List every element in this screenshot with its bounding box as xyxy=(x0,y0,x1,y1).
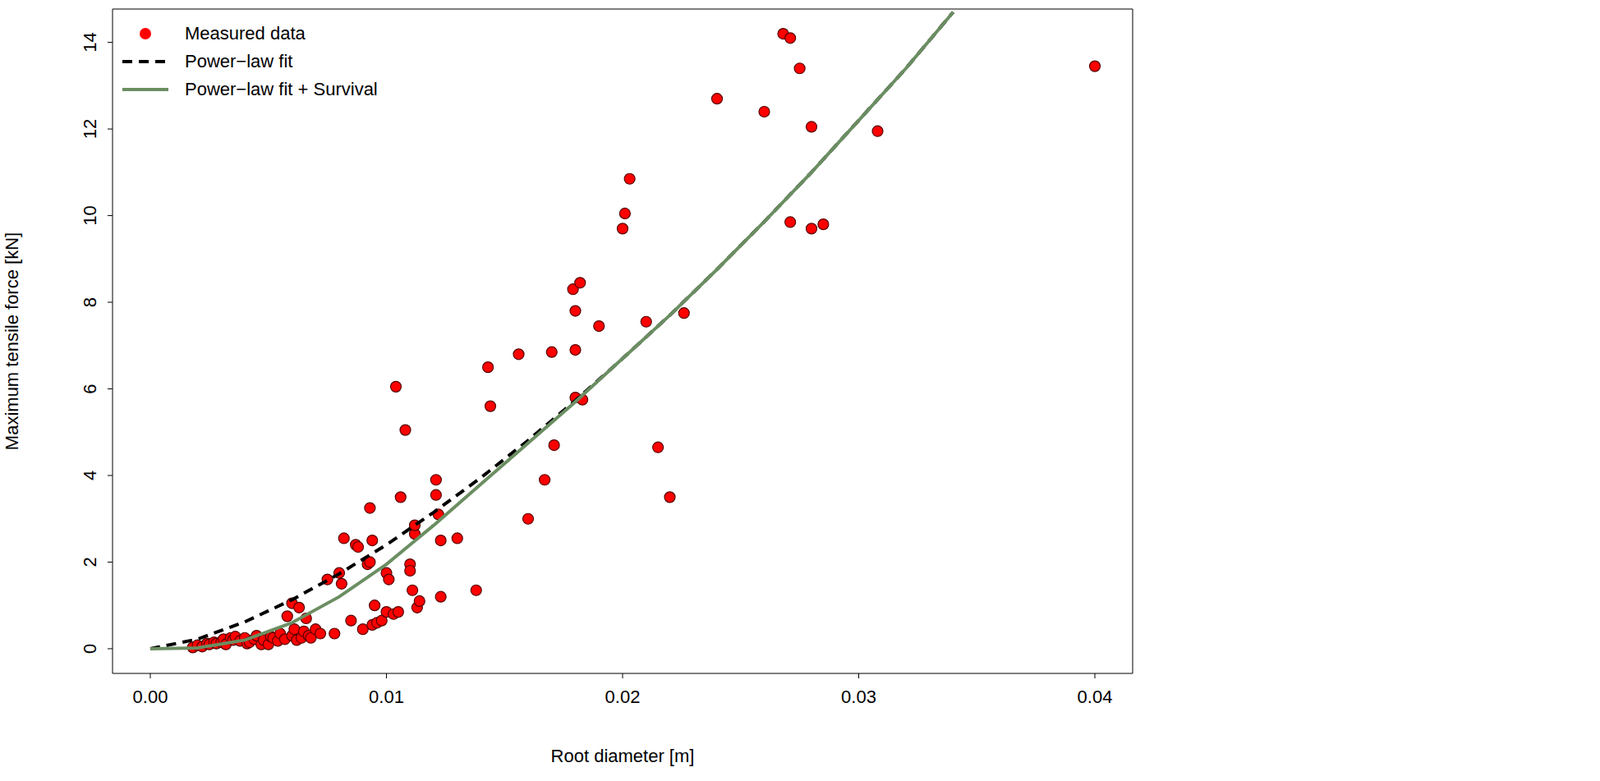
svg-text:Maximum tensile force [kN]: Maximum tensile force [kN] xyxy=(1,232,23,451)
svg-text:4: 4 xyxy=(79,470,101,481)
svg-text:0.02: 0.02 xyxy=(605,686,641,708)
svg-text:0.03: 0.03 xyxy=(841,686,877,708)
svg-text:0.04: 0.04 xyxy=(1077,686,1113,708)
svg-text:6: 6 xyxy=(79,383,101,394)
html-text:Measured data: Measured data xyxy=(184,22,306,44)
svg-text:14: 14 xyxy=(79,32,101,52)
html-text:Power−law fit + Survival: Power−law fit + Survival xyxy=(184,78,378,100)
svg-text:8: 8 xyxy=(79,297,101,308)
svg-text:Root diameter [m]: Root diameter [m] xyxy=(551,745,695,767)
svg-text:2: 2 xyxy=(79,556,101,567)
svg-text:0: 0 xyxy=(79,643,101,654)
svg-text:0.01: 0.01 xyxy=(368,686,405,708)
html-text:Power−law fit: Power−law fit xyxy=(184,50,293,72)
svg-text:0.00: 0.00 xyxy=(133,686,169,708)
svg-text:12: 12 xyxy=(79,119,101,139)
svg-text:10: 10 xyxy=(79,205,101,226)
